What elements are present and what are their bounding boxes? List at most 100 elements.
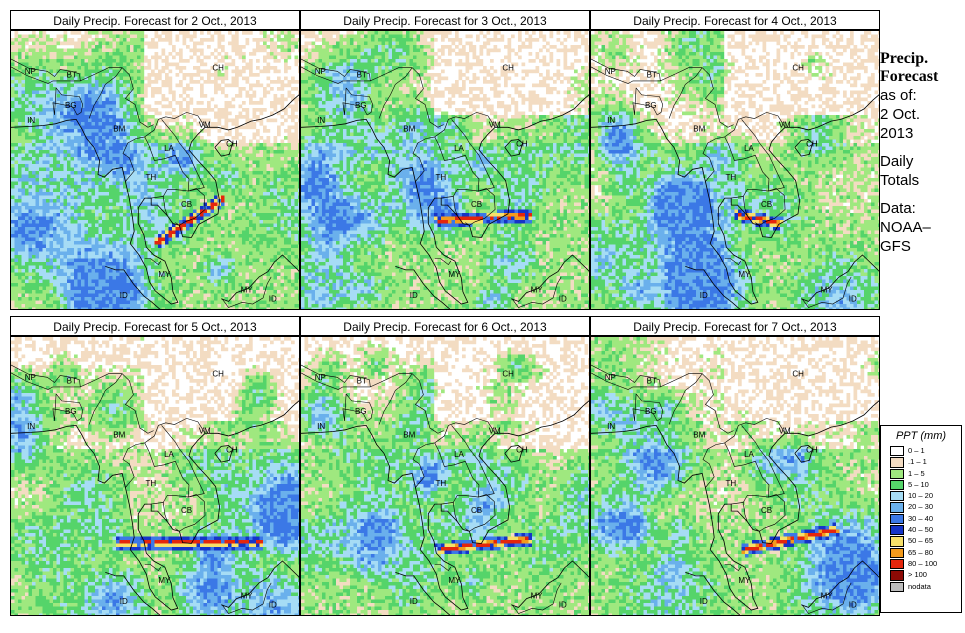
precip-cell [74, 69, 78, 74]
precip-cell [77, 146, 82, 151]
precip-cell [70, 104, 75, 109]
precip-cell [81, 248, 85, 252]
precip-cell [200, 136, 204, 140]
precip-cell [32, 80, 36, 84]
precip-cell [123, 122, 127, 126]
precip-cell [221, 230, 225, 235]
precip-cell [263, 244, 267, 249]
precip-cell [298, 153, 299, 158]
precip-cell [70, 241, 75, 245]
precip-cell [214, 111, 218, 116]
precip-cell [60, 248, 64, 252]
precip-cell [287, 136, 292, 140]
precip-cell [165, 167, 169, 172]
precip-cell [119, 104, 124, 109]
precip-cell [144, 234, 148, 238]
precip-cell [35, 244, 40, 249]
precip-cell [49, 97, 54, 102]
precip-cell [200, 94, 204, 98]
precip-cell [291, 206, 295, 210]
precip-cell [196, 143, 201, 147]
precip-cell [105, 83, 110, 88]
precip-cell [102, 111, 106, 116]
precip-cell [154, 143, 159, 147]
precip-cell [91, 220, 96, 224]
precip-cell [123, 265, 127, 270]
precip-cell [137, 234, 141, 238]
precip-cell [259, 209, 264, 214]
precip-cell [175, 132, 180, 137]
precip-cell [186, 213, 190, 217]
precip-cell [224, 66, 229, 70]
precip-cell [207, 230, 211, 235]
precip-cell [77, 80, 82, 84]
precip-cell [235, 216, 239, 221]
precip-cell [189, 265, 194, 270]
precip-cell [21, 227, 26, 231]
precip-cell [235, 244, 239, 249]
precip-cell [102, 52, 106, 56]
precip-cell [203, 160, 208, 165]
precip-cell [42, 143, 47, 147]
precip-cell [151, 41, 155, 46]
precip-cell [263, 94, 267, 98]
precip-cell [144, 178, 148, 182]
precip-cell [228, 195, 232, 200]
precip-cell [256, 251, 260, 256]
precip-cell [186, 83, 190, 88]
precip-cell [109, 129, 113, 133]
precip-cell [88, 227, 92, 231]
precip-cell [224, 234, 229, 238]
precip-cell [77, 90, 82, 95]
precip-cell [242, 244, 246, 249]
precip-cell [224, 52, 229, 56]
precip-cell [263, 125, 267, 130]
precip-cell [291, 262, 295, 266]
precip-cell [245, 122, 250, 126]
precip-cell [287, 237, 292, 242]
precip-cell [203, 258, 208, 263]
precip-cell [25, 122, 29, 126]
precip-cell [137, 48, 141, 53]
precip-cell [56, 248, 61, 252]
precip-cell [25, 258, 29, 263]
precip-cell [137, 206, 141, 210]
precip-cell [32, 237, 36, 242]
precip-cell [277, 206, 281, 210]
precip-cell [284, 118, 288, 123]
precip-cell [53, 230, 57, 235]
precip-cell [238, 223, 243, 228]
precip-cell [277, 80, 281, 84]
precip-cell [18, 164, 22, 168]
precip-cell [144, 94, 148, 98]
precip-cell [284, 160, 288, 165]
precip-cell [252, 136, 257, 140]
precip-cell [49, 195, 54, 200]
precip-cell [144, 83, 148, 88]
precip-cell [207, 185, 211, 189]
precip-cell [158, 143, 162, 147]
precip-cell [256, 132, 260, 137]
precip-cell [273, 178, 278, 182]
precip-cell [144, 136, 148, 140]
precip-cell [196, 199, 201, 203]
precip-cell [109, 213, 113, 217]
precip-cell [287, 132, 292, 137]
precip-cell [28, 118, 33, 123]
precip-cell [112, 160, 117, 165]
precip-cell [14, 258, 19, 263]
precip-cell [235, 213, 239, 217]
precip-cell [81, 251, 85, 256]
precip-cell [228, 244, 232, 249]
precip-cell [25, 206, 29, 210]
precip-cell [186, 199, 190, 203]
precip-cell [35, 153, 40, 158]
precip-cell [32, 104, 36, 109]
precip-cell [109, 115, 113, 119]
precip-cell [21, 213, 26, 217]
precip-cell [18, 122, 22, 126]
precip-cell [77, 153, 82, 158]
precip-cell [231, 216, 236, 221]
precip-cell [203, 202, 208, 207]
precip-cell [280, 223, 285, 228]
